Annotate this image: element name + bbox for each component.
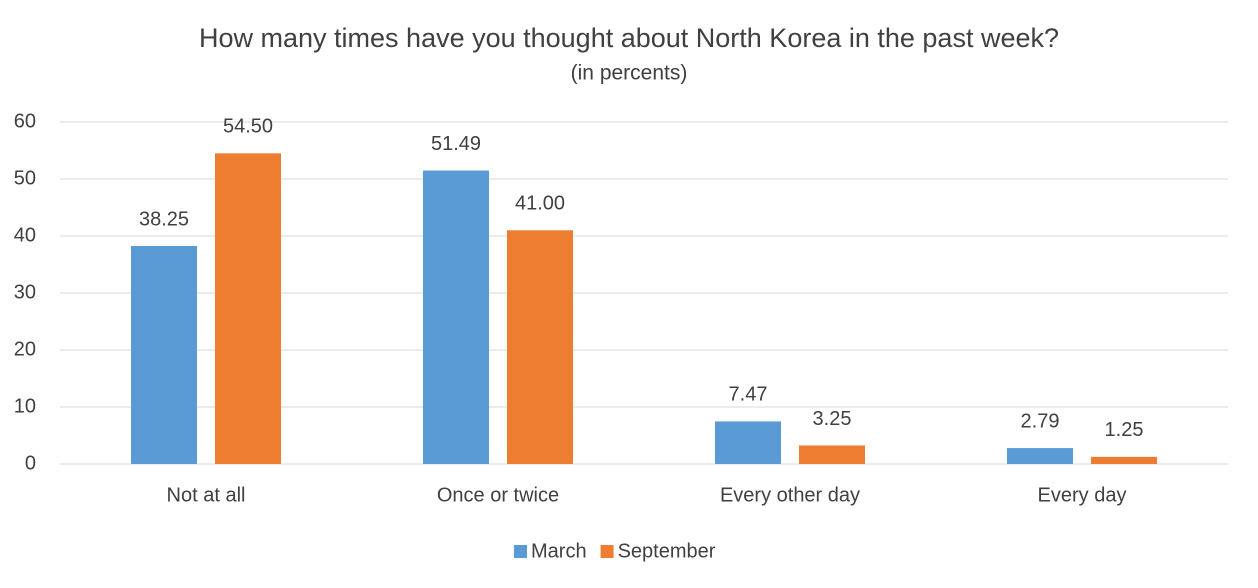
value-label: 38.25 (139, 208, 189, 230)
value-label: 41.00 (515, 193, 565, 215)
value-label: 51.49 (431, 133, 481, 155)
chart-subtitle: (in percents) (571, 62, 688, 85)
value-label: 3.25 (813, 408, 852, 430)
legend-swatch (514, 545, 527, 558)
chart-title: How many times have you thought about No… (199, 23, 1059, 53)
x-tick-label: Every other day (720, 484, 860, 506)
legend-label: March (531, 540, 587, 562)
y-tick-label: 60 (14, 110, 36, 132)
value-label: 7.47 (729, 384, 768, 406)
bar (423, 170, 489, 464)
legend-swatch (600, 545, 614, 558)
bar (799, 445, 865, 464)
y-tick-label: 30 (14, 281, 36, 303)
bar (507, 230, 573, 464)
y-tick-label: 0 (25, 452, 36, 474)
legend-label: September (618, 540, 716, 562)
x-tick-label: Once or twice (437, 484, 559, 506)
x-tick-label: Not at all (167, 484, 246, 506)
value-label: 2.79 (1021, 410, 1060, 432)
value-label: 1.25 (1105, 419, 1144, 441)
bar (1091, 456, 1157, 464)
bar (215, 153, 281, 464)
y-tick-label: 50 (14, 167, 36, 189)
y-tick-label: 10 (14, 395, 36, 417)
y-tick-label: 40 (14, 224, 36, 246)
bar (1007, 448, 1073, 464)
x-tick-label: Every day (1038, 484, 1127, 506)
bar (715, 421, 781, 464)
value-label: 54.50 (223, 116, 273, 138)
y-tick-label: 20 (14, 338, 36, 360)
bar (131, 245, 197, 464)
